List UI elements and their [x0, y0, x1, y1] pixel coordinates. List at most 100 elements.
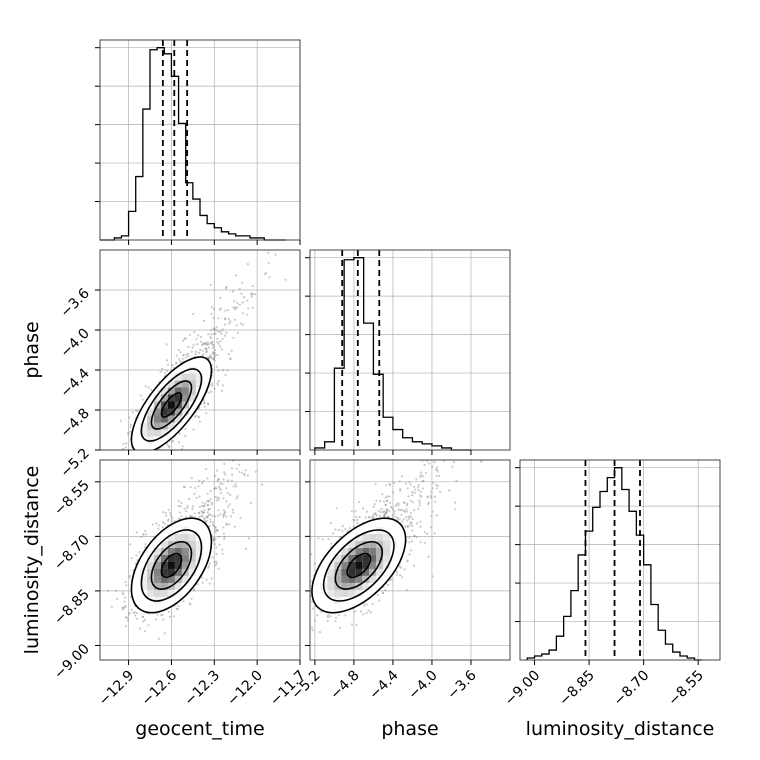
sample-point: [193, 331, 196, 334]
sample-point: [166, 462, 168, 464]
density-bin: [174, 547, 182, 555]
sample-point: [209, 518, 212, 521]
sample-point: [166, 519, 170, 522]
sample-point: [144, 385, 147, 388]
density-bin: [146, 589, 154, 597]
density-bin: [355, 540, 363, 548]
sample-point: [421, 487, 424, 490]
sample-point: [214, 538, 217, 541]
sample-point: [157, 524, 160, 527]
density-bin: [341, 575, 349, 583]
sample-point: [216, 529, 219, 532]
sample-point: [214, 564, 217, 567]
x-tick-label: −9.00: [502, 668, 544, 710]
sample-point: [141, 467, 143, 469]
sample-point: [231, 508, 234, 511]
sample-point: [203, 519, 206, 522]
sample-point: [119, 463, 121, 465]
sample-point: [214, 487, 217, 490]
sample-point: [139, 394, 142, 397]
sample-point: [394, 515, 397, 518]
density-bin: [188, 547, 196, 555]
sample-point: [224, 317, 227, 320]
sample-point: [455, 479, 458, 482]
sample-point: [195, 338, 198, 341]
sample-point: [226, 369, 229, 372]
sample-point: [188, 515, 192, 518]
sample-point: [431, 487, 434, 490]
sample-point: [204, 516, 207, 519]
sample-point: [227, 352, 230, 356]
sample-point: [378, 599, 381, 602]
sample-point: [400, 509, 404, 512]
sample-point: [411, 494, 414, 497]
sample-point: [222, 513, 225, 517]
sample-point: [318, 631, 322, 634]
sample-point: [233, 525, 236, 528]
sample-point: [189, 486, 192, 489]
sample-point: [316, 614, 319, 617]
density-bin: [181, 547, 189, 555]
density-bin: [327, 568, 335, 576]
sample-point: [402, 509, 406, 512]
sample-point: [213, 354, 217, 357]
sample-point: [190, 477, 193, 480]
sample-point: [211, 347, 214, 350]
sample-point: [413, 534, 416, 537]
sample-point: [210, 503, 213, 506]
density-bin: [188, 561, 196, 569]
sample-point: [203, 402, 206, 405]
sample-point: [229, 358, 232, 361]
sample-point: [435, 514, 438, 517]
sample-point: [453, 427, 455, 429]
sample-point: [206, 477, 209, 480]
sample-point: [372, 516, 375, 519]
sample-point: [209, 337, 213, 340]
sample-point: [216, 469, 219, 472]
sample-point: [168, 445, 171, 448]
sample-point: [428, 462, 431, 465]
density-bin: [153, 547, 161, 555]
sample-point: [365, 603, 368, 606]
sample-point: [388, 495, 391, 498]
sample-point: [408, 524, 411, 527]
density-bin: [167, 568, 175, 576]
sample-point: [431, 465, 434, 468]
sample-point: [129, 461, 131, 463]
sample-point: [384, 511, 387, 514]
sample-point: [221, 482, 224, 485]
density-bin: [153, 575, 161, 583]
x-tick-label: −4.4: [366, 667, 401, 702]
sample-point: [405, 516, 408, 519]
sample-point: [170, 514, 173, 517]
sample-point: [402, 518, 405, 521]
density-bin: [181, 540, 189, 548]
contour-line: [130, 356, 213, 450]
sample-point: [161, 613, 164, 616]
sample-point: [409, 515, 412, 518]
sample-point: [411, 524, 414, 528]
density-bin: [146, 568, 154, 576]
sample-point: [419, 520, 422, 523]
sample-point: [236, 495, 239, 498]
sample-point: [305, 609, 307, 611]
sample-point: [211, 340, 214, 343]
density-bin: [383, 540, 391, 548]
density-bin: [188, 366, 196, 374]
sample-point: [384, 496, 387, 499]
sample-point: [177, 499, 180, 502]
sample-point: [144, 546, 147, 549]
sample-point: [373, 513, 376, 516]
density-bin: [355, 547, 363, 555]
sample-point: [168, 452, 170, 454]
sample-point: [216, 354, 219, 357]
density-bin: [160, 387, 168, 395]
sample-point: [208, 582, 211, 585]
sample-point: [439, 453, 441, 455]
density-bin: [174, 568, 182, 576]
sample-point: [209, 513, 212, 516]
sample-point: [216, 529, 219, 532]
sample-point: [338, 535, 342, 539]
density-bin: [153, 408, 161, 416]
